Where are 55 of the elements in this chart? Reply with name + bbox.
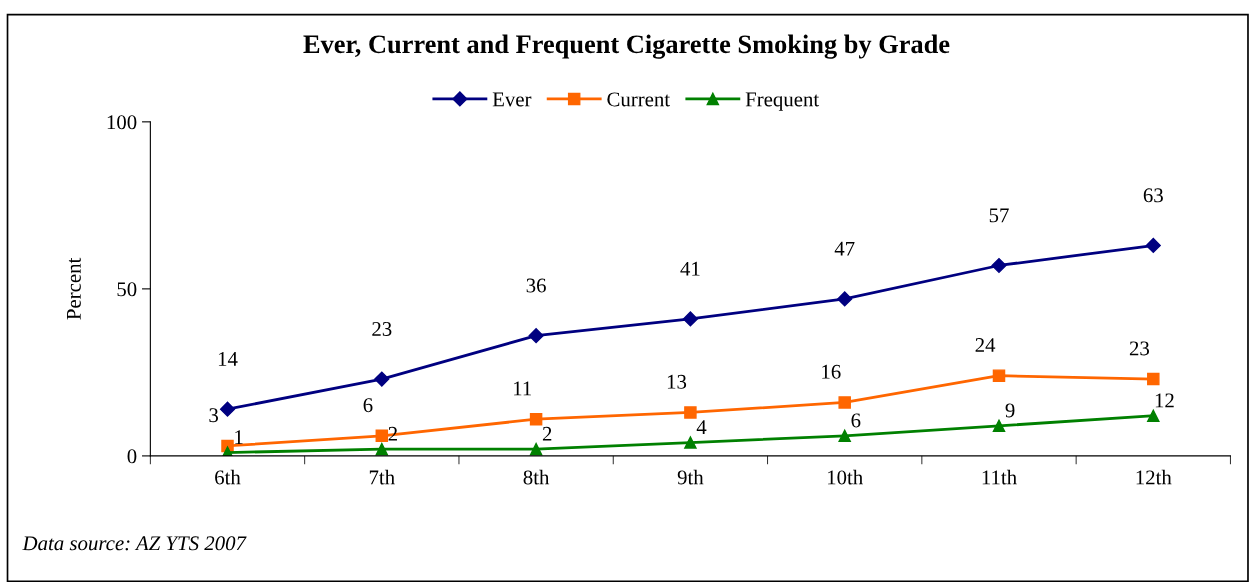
point — [219, 401, 236, 417]
data-label: 11 — [514, 381, 531, 396]
x-tick-label: 8th — [523, 469, 550, 485]
data-label: 47 — [834, 241, 855, 256]
point — [837, 291, 853, 307]
point — [374, 371, 390, 387]
legend-label: Ever — [492, 92, 532, 107]
x-tick-label: 7th — [369, 469, 395, 485]
source-note: Data source: AZ YTS 2007 — [22, 536, 247, 551]
point — [838, 429, 851, 443]
x-tick-label: 12th — [1136, 469, 1172, 485]
point — [375, 429, 389, 443]
point — [529, 412, 543, 426]
point — [528, 328, 544, 344]
y-tick-label: 0 — [127, 449, 137, 464]
data-label: 23 — [1129, 341, 1150, 356]
x-tick-label: 10th — [828, 469, 863, 485]
point — [684, 406, 697, 419]
data-label: 4 — [696, 420, 707, 434]
point — [992, 419, 1006, 433]
data-label: 63 — [1143, 188, 1163, 203]
data-label: 24 — [975, 338, 996, 352]
data-label: 3 — [209, 408, 219, 423]
chart-title: Ever, Current and Frequent Cigarette Smoking by Grade — [303, 34, 950, 59]
point — [838, 396, 851, 409]
data-label: 6 — [851, 413, 861, 428]
legend-label: Current — [607, 92, 670, 107]
x-tick-label: 11th — [982, 469, 1017, 485]
data-label: 36 — [526, 278, 546, 293]
data-label: 14 — [218, 352, 238, 366]
y-tick-label: 50 — [117, 282, 137, 297]
x-tick-label: 6th — [215, 469, 241, 485]
data-label: 12 — [1155, 393, 1174, 408]
point — [684, 436, 697, 449]
point — [375, 442, 389, 456]
y-tick-label: 100 — [107, 115, 137, 130]
point — [991, 257, 1007, 274]
point — [529, 442, 543, 456]
point — [682, 311, 698, 327]
data-label: 23 — [372, 321, 392, 336]
data-label: 1 — [235, 430, 243, 444]
data-label: 13 — [667, 374, 687, 389]
data-label: 6 — [363, 398, 373, 413]
point — [992, 369, 1006, 382]
legend-label: Frequent — [745, 92, 820, 111]
y-axis-title: Percent — [67, 257, 81, 320]
point — [1147, 409, 1160, 423]
point — [1145, 237, 1161, 254]
data-label: 57 — [989, 208, 1009, 223]
data-label: 16 — [822, 364, 841, 379]
point — [1147, 372, 1160, 386]
x-tick-label: 9th — [677, 469, 704, 485]
data-label: 2 — [542, 426, 552, 441]
data-label: 41 — [680, 261, 700, 276]
data-label: 9 — [1005, 403, 1015, 418]
